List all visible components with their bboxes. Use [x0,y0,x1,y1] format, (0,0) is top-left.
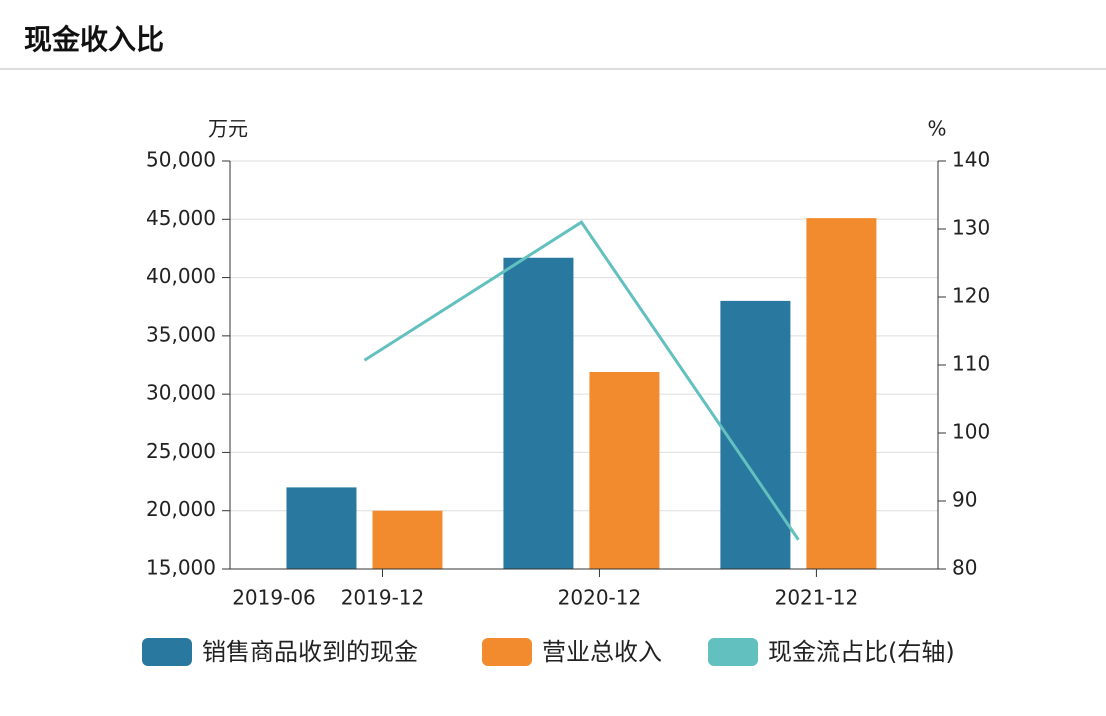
bar [720,300,791,569]
bar [806,218,877,569]
x-tick-label: 2020-12 [558,586,642,610]
y-tick-label: 15,000 [146,556,216,580]
y2-tick-label: 80 [952,556,977,580]
legend-swatch [142,638,192,666]
y2-tick-label: 130 [952,216,990,240]
bar [589,371,660,569]
x-tick-label: 2019-12 [341,586,425,610]
y-tick-label: 20,000 [146,497,216,521]
bar [372,510,443,569]
line [363,220,800,541]
x-tick-label: 2019-06 [232,586,316,610]
legend-swatch [482,638,532,666]
y-tick-label: 45,000 [146,206,216,230]
y-tick-label: 30,000 [146,381,216,405]
header: 现金收入比 [0,0,1106,70]
x-tick-label: 2021-12 [775,586,859,610]
y-axis-label: 万元 [208,117,248,141]
title: 现金收入比 [24,23,165,56]
y2-tick-label: 140 [952,148,990,172]
y-tick-label: 40,000 [146,264,216,288]
y2-tick-label: 100 [952,420,990,444]
y2-tick-label: 120 [952,284,990,308]
legend-label: 营业总收入 [542,638,662,666]
bar [286,487,357,569]
y2-axis-label: % [927,117,946,141]
y2-tick-label: 90 [952,488,977,512]
y-tick-label: 25,000 [146,439,216,463]
bar [503,257,574,569]
y2-tick-label: 110 [952,352,990,376]
legend-label: 销售商品收到的现金 [202,638,418,666]
y-tick-label: 35,000 [146,322,216,346]
y-tick-label: 50,000 [146,148,216,172]
legend-label: 现金流占比(右轴) [768,638,955,666]
legend-swatch [708,638,758,666]
